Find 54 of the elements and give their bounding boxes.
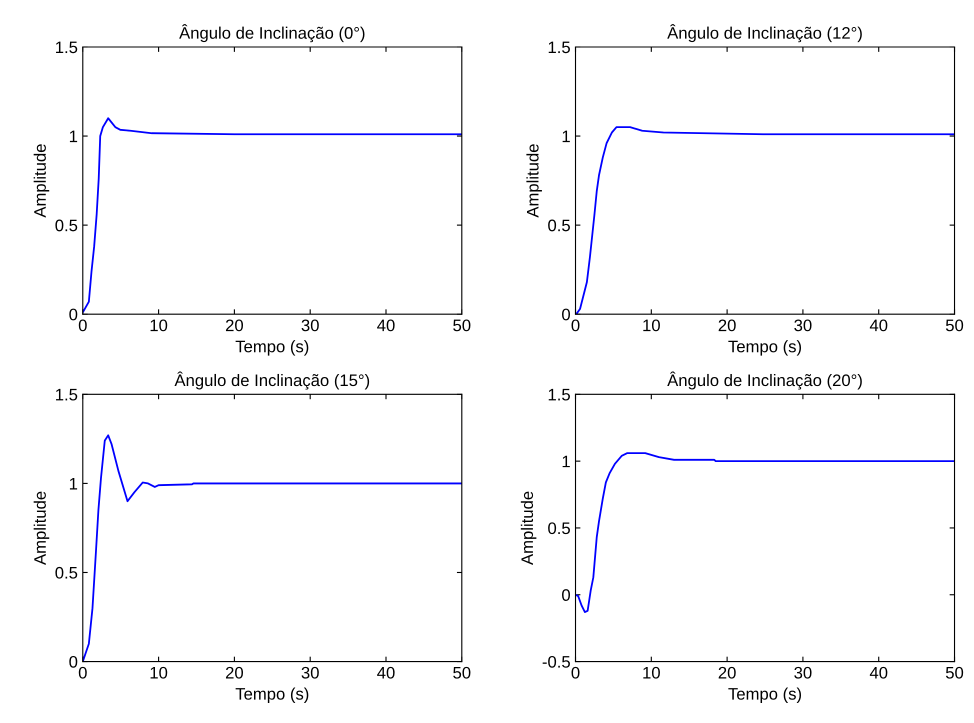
x-tick-label: 50: [946, 319, 964, 332]
y-axis-title: Amplitude: [34, 144, 50, 218]
y-tick-label: 1: [562, 130, 570, 142]
x-tick-label: 50: [946, 666, 964, 679]
line-series: [576, 452, 955, 614]
y-tick-label: 1: [562, 456, 570, 468]
y-axis-title: Amplitude: [520, 492, 536, 565]
y-tick-label: 1.5: [56, 388, 78, 401]
x-tick-label: 40: [870, 319, 888, 332]
x-axis-title: Tempo (s): [728, 340, 802, 356]
y-axis-title: Amplitude: [34, 492, 50, 565]
x-tick-label: 0: [78, 666, 87, 679]
x-tick-label: 10: [150, 319, 168, 332]
x-axis-title: Tempo (s): [236, 340, 308, 356]
y-tick-label: 0.5: [548, 522, 570, 534]
chart-title: Ângulo de Inclinação (0°): [179, 24, 364, 42]
x-tick-label: 40: [377, 666, 395, 679]
y-tick-label: 0: [562, 589, 570, 601]
y-tick-label: 1: [70, 478, 78, 490]
y-tick-label: 0: [562, 308, 570, 320]
x-tick-label: 10: [643, 319, 660, 332]
chart-title: Ângulo de Inclinação (20°): [667, 371, 862, 390]
y-tick-label: 0: [69, 308, 78, 320]
chart-title: Ângulo de Inclinação (15°): [174, 371, 370, 390]
x-tick-label: 30: [302, 319, 319, 332]
x-axis-title: Tempo (s): [236, 688, 308, 704]
x-tick-label: 20: [226, 666, 244, 679]
y-tick-label: 1.5: [548, 42, 570, 54]
x-tick-label: 40: [870, 666, 888, 679]
y-tick-label: 1: [70, 130, 78, 142]
y-tick-label: 0.5: [548, 220, 570, 232]
y-tick-label: 0: [69, 656, 78, 668]
y-tick-label: -0.5: [542, 656, 570, 668]
x-tick-label: 50: [453, 319, 470, 332]
x-tick-label: 50: [453, 666, 470, 679]
x-tick-label: 10: [643, 666, 660, 679]
x-tick-label: 20: [718, 666, 736, 679]
x-tick-label: 20: [226, 319, 244, 332]
x-axis-title: Tempo (s): [728, 688, 802, 704]
x-tick-label: 30: [794, 319, 812, 332]
y-tick-label: 0.5: [55, 220, 78, 232]
x-tick-label: 0: [572, 666, 580, 679]
x-tick-label: 0: [78, 319, 87, 332]
x-tick-label: 30: [794, 666, 812, 679]
chart-title: Ângulo de Inclinação (12°): [667, 24, 862, 42]
y-tick-label: 1.5: [56, 42, 78, 54]
x-tick-label: 40: [377, 319, 395, 332]
x-tick-label: 10: [150, 666, 168, 679]
x-tick-label: 20: [718, 319, 736, 332]
x-tick-label: 0: [572, 319, 580, 332]
y-axis-title: Amplitude: [526, 144, 542, 218]
y-tick-label: 1.5: [548, 388, 570, 401]
x-tick-label: 30: [302, 666, 319, 679]
y-tick-label: 0.5: [55, 566, 78, 579]
